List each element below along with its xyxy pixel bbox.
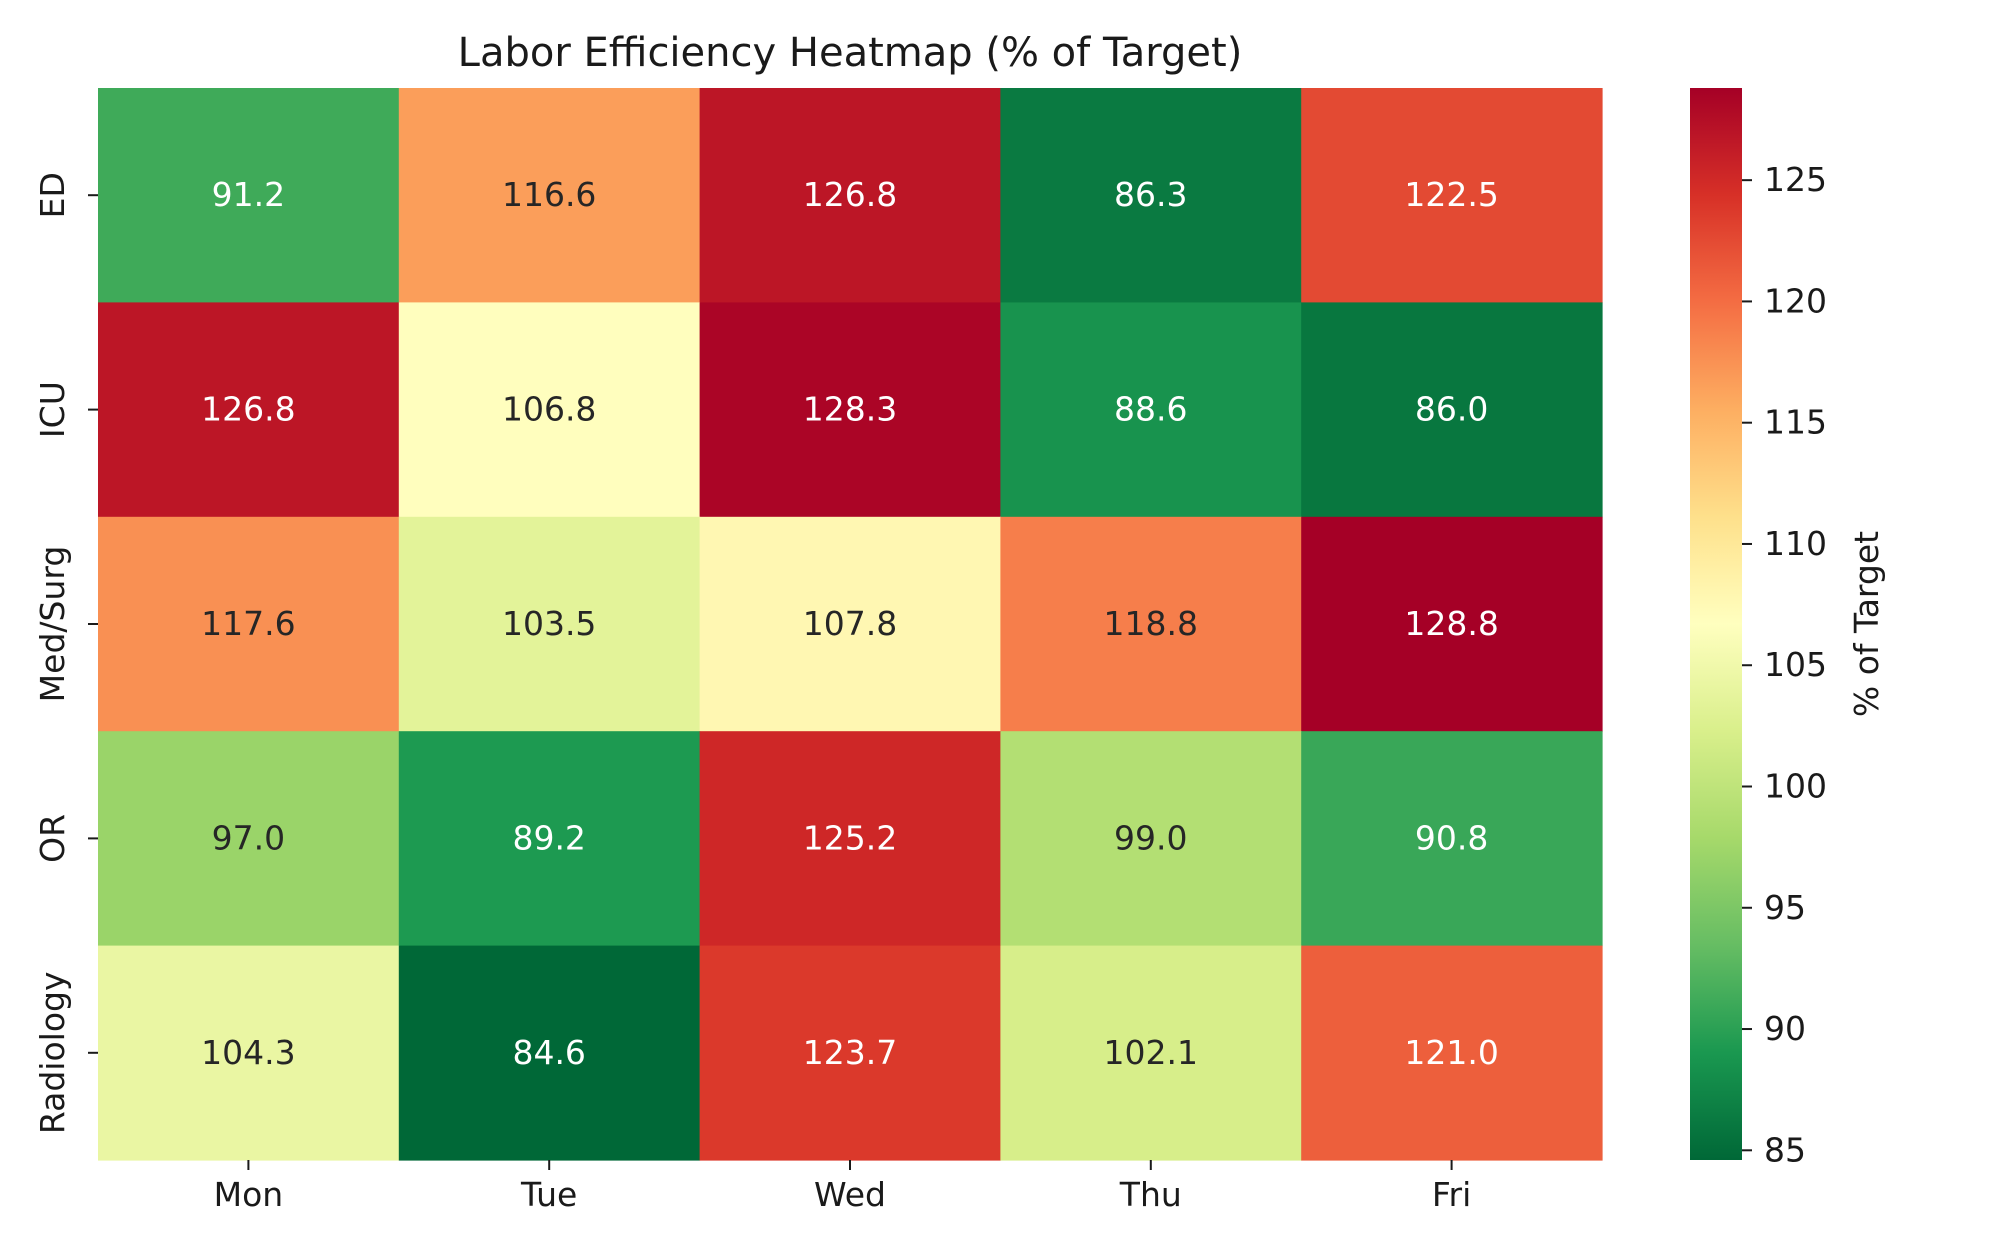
heatmap-cell: [398, 88, 701, 303]
x-axis: Mon Tue Wed Thu Fri: [214, 1160, 1471, 1214]
cell-value-label: 104.3: [201, 1033, 295, 1072]
chart-title: Labor Efficiency Heatmap (% of Target): [458, 30, 1243, 76]
cell-value-label: 128.8: [1404, 604, 1498, 643]
colorbar-tick-label: 95: [1764, 888, 1806, 927]
heatmap-cell: [98, 88, 400, 303]
heatmap-cell: [98, 302, 400, 518]
heatmap-cell: [1000, 945, 1302, 1161]
cell-value-label: 86.0: [1415, 390, 1488, 429]
cell-value-label: 128.3: [803, 390, 897, 429]
colorbar: 85 90 95 100 105 110 115 120 125 % of Target: [1690, 88, 1886, 1169]
y-tick-label: ED: [33, 172, 72, 218]
cell-value-label: 125.2: [803, 818, 897, 857]
heatmap-cell: [398, 516, 701, 732]
colorbar-tick-label: 85: [1764, 1130, 1806, 1169]
x-tick-label: Wed: [814, 1175, 886, 1214]
cell-value-label: 107.8: [803, 604, 897, 643]
y-tick-label: Med/Surg: [33, 546, 72, 703]
heatmap-cell: [398, 731, 701, 947]
colorbar-gradient: [1690, 88, 1742, 1160]
y-tick-label: OR: [33, 814, 72, 863]
cell-value-label: 88.6: [1114, 390, 1187, 429]
cell-value-label: 122.5: [1404, 175, 1498, 214]
heatmap-cell: [98, 945, 400, 1161]
heatmap-cell: [1000, 516, 1302, 732]
colorbar-tick-label: 125: [1764, 160, 1827, 199]
cell-value-label: 121.0: [1404, 1033, 1498, 1072]
colorbar-tick-label: 100: [1764, 766, 1827, 805]
cell-value-label: 91.2: [212, 175, 285, 214]
cell-value-label: 97.0: [212, 818, 285, 857]
colorbar-tick-label: 90: [1764, 1009, 1806, 1048]
cell-value-label: 86.3: [1114, 175, 1187, 214]
heatmap-cell: [98, 516, 400, 732]
y-tick-label: Radiology: [33, 972, 72, 1135]
x-tick-label: Mon: [214, 1175, 284, 1214]
heatmap-cell: [1301, 302, 1603, 518]
colorbar-tick-label: 110: [1764, 524, 1827, 563]
cell-value-label: 103.5: [502, 604, 596, 643]
heatmap-cell: [1000, 731, 1302, 947]
heatmap-cell: [699, 731, 1001, 947]
heatmap-cell: [1301, 731, 1603, 947]
cell-value-label: 126.8: [803, 175, 897, 214]
x-tick-label: Tue: [520, 1175, 577, 1214]
heatmap-cells: 91.2 116.6 126.8 86.3 122.5 126.8 106.8 128.3 88…: [98, 88, 1603, 1161]
heatmap-cell: [1301, 945, 1603, 1161]
colorbar-tick-label: 120: [1764, 281, 1827, 320]
cell-value-label: 106.8: [502, 390, 596, 429]
heatmap-cell: [1301, 516, 1603, 732]
heatmap-cell: [699, 302, 1001, 518]
cell-value-label: 90.8: [1415, 818, 1488, 857]
cell-value-label: 117.6: [201, 604, 295, 643]
heatmap-cell: [1301, 88, 1603, 303]
colorbar-tick-label: 115: [1764, 403, 1827, 442]
heatmap-cell: [699, 945, 1001, 1161]
x-tick-label: Fri: [1432, 1175, 1471, 1214]
y-axis: ED ICU Med/Surg OR Radiology: [33, 172, 98, 1134]
heatmap-cell: [398, 302, 701, 518]
colorbar-tick-label: 105: [1764, 645, 1827, 684]
cell-value-label: 123.7: [803, 1033, 897, 1072]
heatmap-cell: [1000, 88, 1302, 303]
cell-value-label: 102.1: [1104, 1033, 1198, 1072]
cell-value-label: 118.8: [1104, 604, 1198, 643]
x-tick-label: Thu: [1119, 1175, 1182, 1214]
heatmap-cell: [398, 945, 701, 1161]
cell-value-label: 116.6: [502, 175, 596, 214]
heatmap-cell: [699, 516, 1001, 732]
heatmap-cell: [1000, 302, 1302, 518]
cell-value-label: 126.8: [201, 390, 295, 429]
cell-value-label: 89.2: [512, 818, 585, 857]
cell-value-label: 84.6: [512, 1033, 585, 1072]
heatmap-cell: [98, 731, 400, 947]
cell-value-label: 99.0: [1114, 818, 1187, 857]
y-tick-label: ICU: [33, 381, 72, 438]
colorbar-label: % of Target: [1847, 531, 1886, 717]
heatmap-cell: [699, 88, 1001, 303]
